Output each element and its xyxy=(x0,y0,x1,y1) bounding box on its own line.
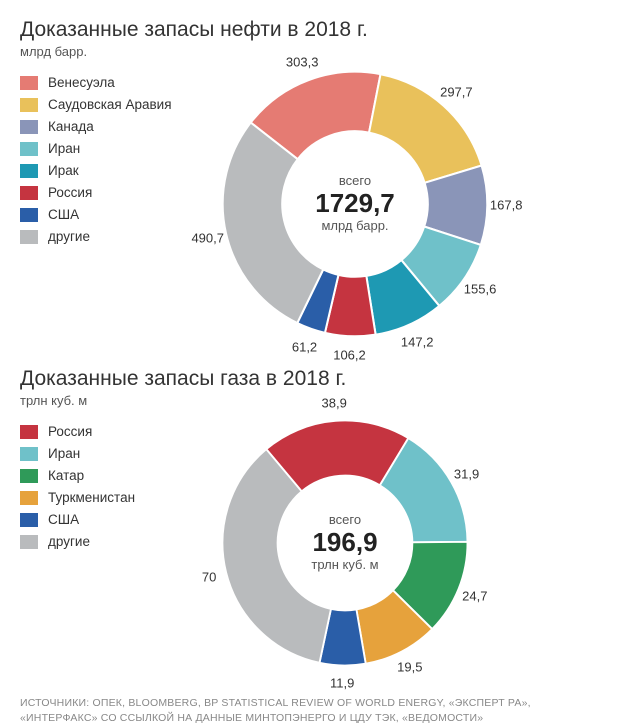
oil-legend-label: Иран xyxy=(48,141,80,156)
oil-slice-value: 106,2 xyxy=(333,348,366,363)
oil-legend-swatch xyxy=(20,208,38,222)
gas-slice-value: 19,5 xyxy=(397,660,422,675)
gas-legend-label: Туркменистан xyxy=(48,490,135,505)
oil-slice-value: 155,6 xyxy=(464,281,497,296)
gas-slice-value: 24,7 xyxy=(462,588,487,603)
gas-legend-label: Катар xyxy=(48,468,84,483)
oil-legend-swatch xyxy=(20,186,38,200)
gas-slice-value: 11,9 xyxy=(330,675,354,690)
oil-legend-item: Россия xyxy=(20,185,200,200)
gas-slice-value: 38,9 xyxy=(322,396,347,411)
gas-legend-label: Иран xyxy=(48,446,80,461)
oil-slice-value: 490,7 xyxy=(191,231,224,246)
gas-title: Доказанные запасы газа в 2018 г. xyxy=(20,367,611,391)
oil-slice-value: 61,2 xyxy=(292,339,317,354)
gas-center-label: всего 196,9 трлн куб. м xyxy=(311,513,378,573)
gas-legend-swatch xyxy=(20,535,38,549)
oil-slice xyxy=(223,123,324,323)
oil-legend-label: другие xyxy=(48,229,90,244)
oil-legend-swatch xyxy=(20,98,38,112)
oil-donut-chart: всего 1729,7 млрд барр. 303,3297,7167,81… xyxy=(220,69,490,339)
gas-legend-label: другие xyxy=(48,534,90,549)
gas-legend-swatch xyxy=(20,513,38,527)
oil-center-label: всего 1729,7 млрд барр. xyxy=(315,174,395,234)
gas-legend-item: Туркменистан xyxy=(20,490,200,505)
oil-legend-label: Саудовская Аравия xyxy=(48,97,172,112)
oil-legend: Венесуэла Саудовская Аравия Канада Иран Ирак… xyxy=(20,69,200,251)
oil-legend-label: США xyxy=(48,207,79,222)
oil-legend-swatch xyxy=(20,230,38,244)
oil-slice-value: 147,2 xyxy=(401,334,434,349)
oil-legend-swatch xyxy=(20,164,38,178)
gas-legend-swatch xyxy=(20,425,38,439)
gas-legend-item: Россия xyxy=(20,424,200,439)
oil-legend-item: Иран xyxy=(20,141,200,156)
gas-legend-item: Катар xyxy=(20,468,200,483)
oil-legend-item: Венесуэла xyxy=(20,75,200,90)
gas-legend-item: США xyxy=(20,512,200,527)
gas-legend-item: Иран xyxy=(20,446,200,461)
oil-legend-item: Канада xyxy=(20,119,200,134)
oil-slice-value: 297,7 xyxy=(440,84,473,99)
gas-legend-label: Россия xyxy=(48,424,92,439)
oil-slice-value: 303,3 xyxy=(286,55,319,70)
gas-legend: Россия Иран Катар Туркменистан США другие xyxy=(20,418,200,556)
gas-slice-value: 70 xyxy=(202,569,216,584)
oil-legend-item: другие xyxy=(20,229,200,244)
oil-slice-value: 167,8 xyxy=(490,198,523,213)
gas-slice-value: 31,9 xyxy=(454,466,479,481)
oil-center-unit: млрд барр. xyxy=(315,219,395,234)
gas-subtitle: трлн куб. м xyxy=(20,393,611,408)
gas-center-top: всего xyxy=(311,513,378,528)
gas-legend-swatch xyxy=(20,447,38,461)
sources-text: ИСТОЧНИКИ: ОПЕК, BLOOMBERG, BP STATISTIC… xyxy=(20,696,611,725)
gas-legend-label: США xyxy=(48,512,79,527)
gas-legend-item: другие xyxy=(20,534,200,549)
sources-line2: «ИНТЕРФАКС» СО ССЫЛКОЙ НА ДАННЫЕ МИНТОПЭ… xyxy=(20,712,483,724)
oil-center-top: всего xyxy=(315,174,395,189)
sources-line1: ИСТОЧНИКИ: ОПЕК, BLOOMBERG, BP STATISTIC… xyxy=(20,697,531,709)
gas-donut-chart: всего 196,9 трлн куб. м 38,931,924,719,5… xyxy=(220,418,470,668)
gas-section: Доказанные запасы газа в 2018 г. трлн ку… xyxy=(20,367,611,668)
oil-legend-item: Ирак xyxy=(20,163,200,178)
gas-legend-swatch xyxy=(20,491,38,505)
oil-legend-swatch xyxy=(20,76,38,90)
oil-legend-swatch xyxy=(20,142,38,156)
gas-legend-swatch xyxy=(20,469,38,483)
gas-center-unit: трлн куб. м xyxy=(311,558,378,573)
oil-center-value: 1729,7 xyxy=(315,189,395,219)
oil-legend-label: Канада xyxy=(48,119,94,134)
oil-legend-label: Россия xyxy=(48,185,92,200)
oil-title: Доказанные запасы нефти в 2018 г. xyxy=(20,18,611,42)
oil-legend-swatch xyxy=(20,120,38,134)
gas-center-value: 196,9 xyxy=(311,528,378,558)
oil-legend-label: Венесуэла xyxy=(48,75,115,90)
oil-legend-label: Ирак xyxy=(48,163,79,178)
oil-section: Доказанные запасы нефти в 2018 г. млрд б… xyxy=(20,18,611,339)
oil-legend-item: США xyxy=(20,207,200,222)
oil-legend-item: Саудовская Аравия xyxy=(20,97,200,112)
